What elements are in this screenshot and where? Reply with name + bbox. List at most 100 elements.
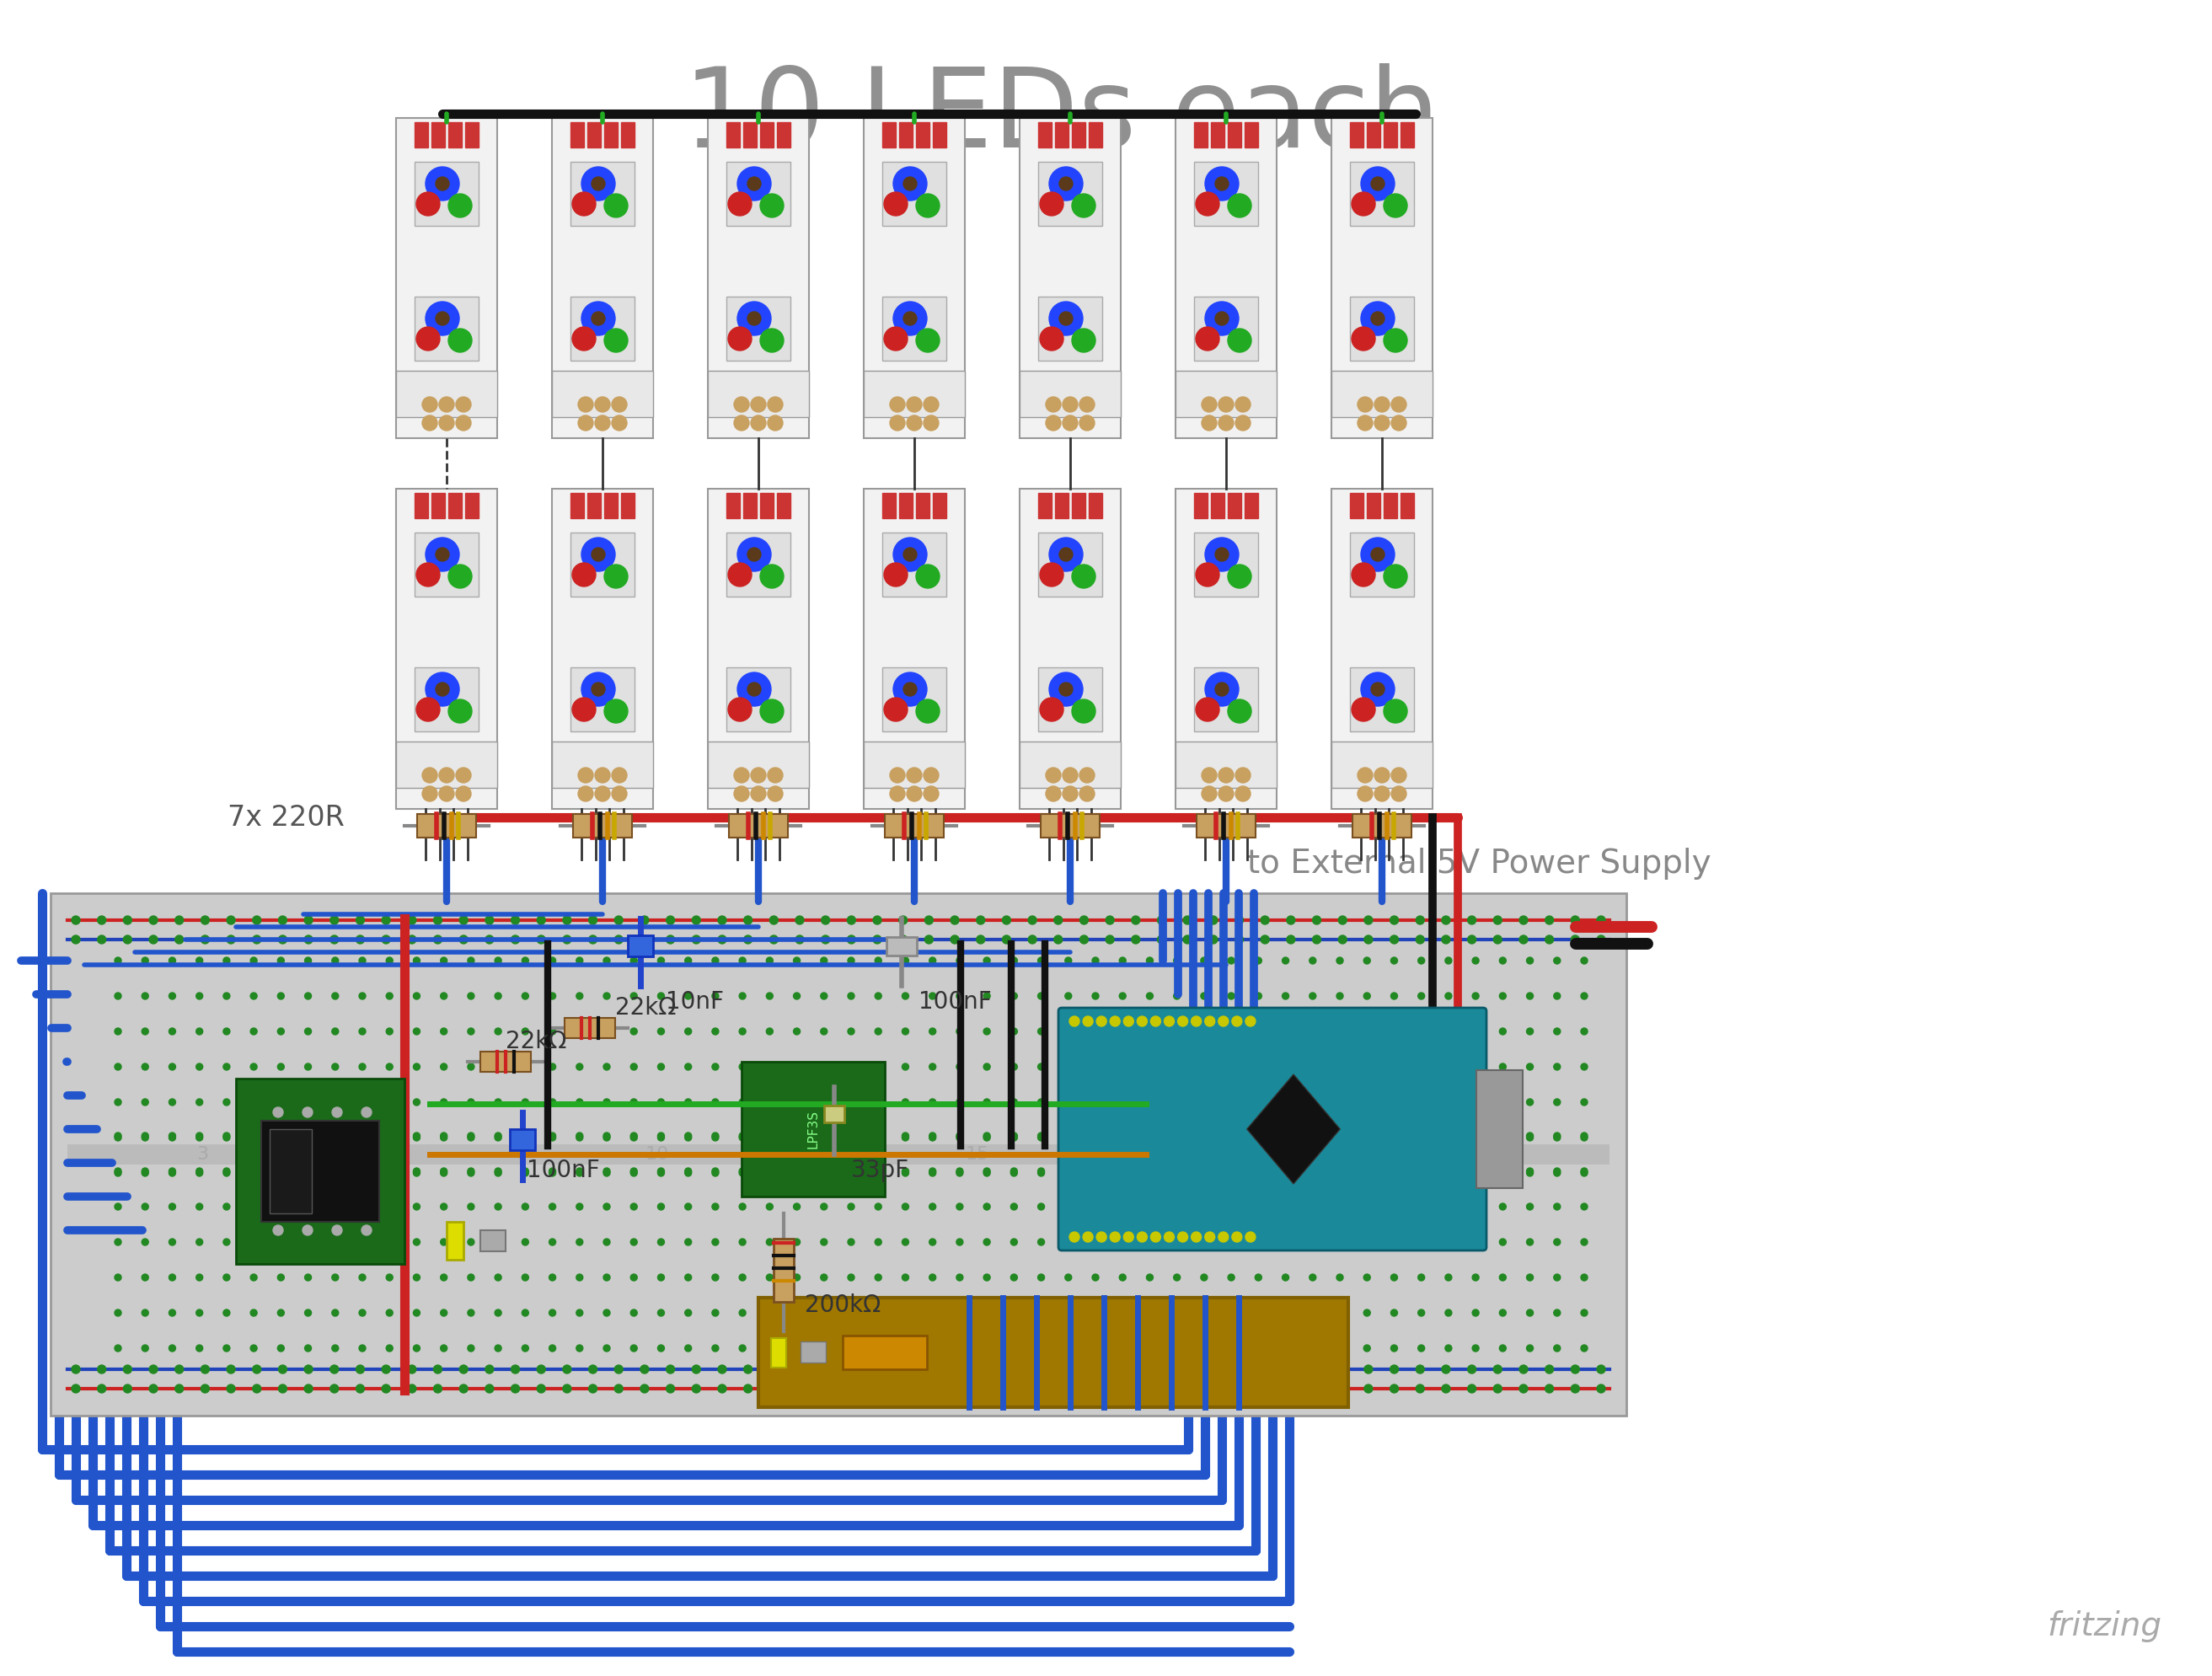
Bar [414,533,478,597]
Circle shape [1093,1170,1099,1177]
Circle shape [495,1344,502,1351]
Circle shape [595,397,611,412]
Circle shape [1084,1016,1093,1026]
Circle shape [358,1027,365,1034]
Circle shape [414,1063,420,1071]
Circle shape [1582,1135,1588,1141]
Circle shape [1046,768,1062,783]
Bar [1037,297,1102,360]
Circle shape [407,1364,416,1374]
Circle shape [1048,672,1084,706]
Circle shape [712,1063,719,1071]
Text: 10 LEDs each: 10 LEDs each [684,64,1440,171]
Circle shape [712,1203,719,1210]
Circle shape [1374,786,1389,801]
Circle shape [1582,1239,1588,1245]
Circle shape [250,1274,257,1280]
Circle shape [1473,1027,1480,1034]
Circle shape [1119,1133,1126,1140]
Circle shape [1391,416,1407,431]
Circle shape [604,1135,611,1141]
Circle shape [1283,1133,1290,1140]
Circle shape [1068,1232,1079,1242]
Circle shape [549,1309,555,1316]
Circle shape [1119,1135,1126,1141]
Circle shape [847,1364,856,1374]
Circle shape [889,416,905,431]
Circle shape [1175,1099,1181,1106]
Bar [1349,533,1413,597]
Circle shape [885,563,907,587]
Circle shape [1228,1168,1234,1175]
Circle shape [657,1344,664,1351]
Circle shape [796,1384,803,1393]
Circle shape [1219,1232,1228,1242]
Circle shape [1232,1016,1241,1026]
Circle shape [495,1027,502,1034]
Circle shape [1197,697,1219,721]
Circle shape [1245,1232,1256,1242]
Circle shape [1037,1170,1044,1177]
Circle shape [847,1274,854,1280]
Circle shape [1254,992,1261,999]
Circle shape [1310,1135,1316,1141]
Circle shape [383,917,389,925]
Circle shape [1040,193,1064,216]
Circle shape [1418,1133,1425,1140]
Circle shape [467,1099,473,1106]
Circle shape [1553,1170,1559,1177]
Bar [1385,122,1398,147]
Circle shape [630,1274,637,1280]
Circle shape [1597,917,1606,925]
Circle shape [1336,1274,1343,1280]
Circle shape [894,168,927,201]
Circle shape [902,1344,909,1351]
Bar [1020,370,1121,417]
Circle shape [305,1027,312,1034]
Circle shape [1073,194,1095,218]
Bar [1210,493,1225,518]
Circle shape [416,697,440,721]
Circle shape [956,1027,962,1034]
Circle shape [1473,1099,1480,1106]
Circle shape [1283,1170,1290,1177]
Circle shape [604,1344,611,1351]
Circle shape [168,1170,175,1177]
Circle shape [332,1203,338,1210]
Circle shape [1048,302,1084,335]
Circle shape [630,1203,637,1210]
Bar [1037,667,1102,731]
Bar [588,122,602,147]
Bar [465,122,478,147]
Circle shape [276,1099,285,1106]
Circle shape [279,935,288,944]
Circle shape [495,1274,502,1280]
Bar [883,163,947,226]
Circle shape [925,935,933,944]
Circle shape [821,1239,827,1245]
Circle shape [276,1063,285,1071]
Circle shape [768,786,783,801]
Circle shape [358,957,365,964]
Text: 3: 3 [197,1146,208,1163]
Circle shape [984,1099,991,1106]
Circle shape [1011,1063,1018,1071]
Circle shape [414,1203,420,1210]
Circle shape [1310,1170,1316,1177]
Circle shape [1444,1168,1451,1175]
Bar [571,533,635,597]
Circle shape [1597,1384,1606,1393]
Circle shape [582,672,615,706]
Circle shape [414,1274,420,1280]
Circle shape [1310,1274,1316,1280]
Circle shape [613,416,626,431]
Circle shape [115,957,122,964]
Circle shape [750,786,765,801]
Circle shape [1157,935,1166,944]
Circle shape [885,327,907,350]
Circle shape [737,302,772,335]
Circle shape [434,1364,442,1374]
Circle shape [276,1133,285,1140]
Circle shape [1363,1099,1371,1106]
Circle shape [1106,1364,1115,1374]
